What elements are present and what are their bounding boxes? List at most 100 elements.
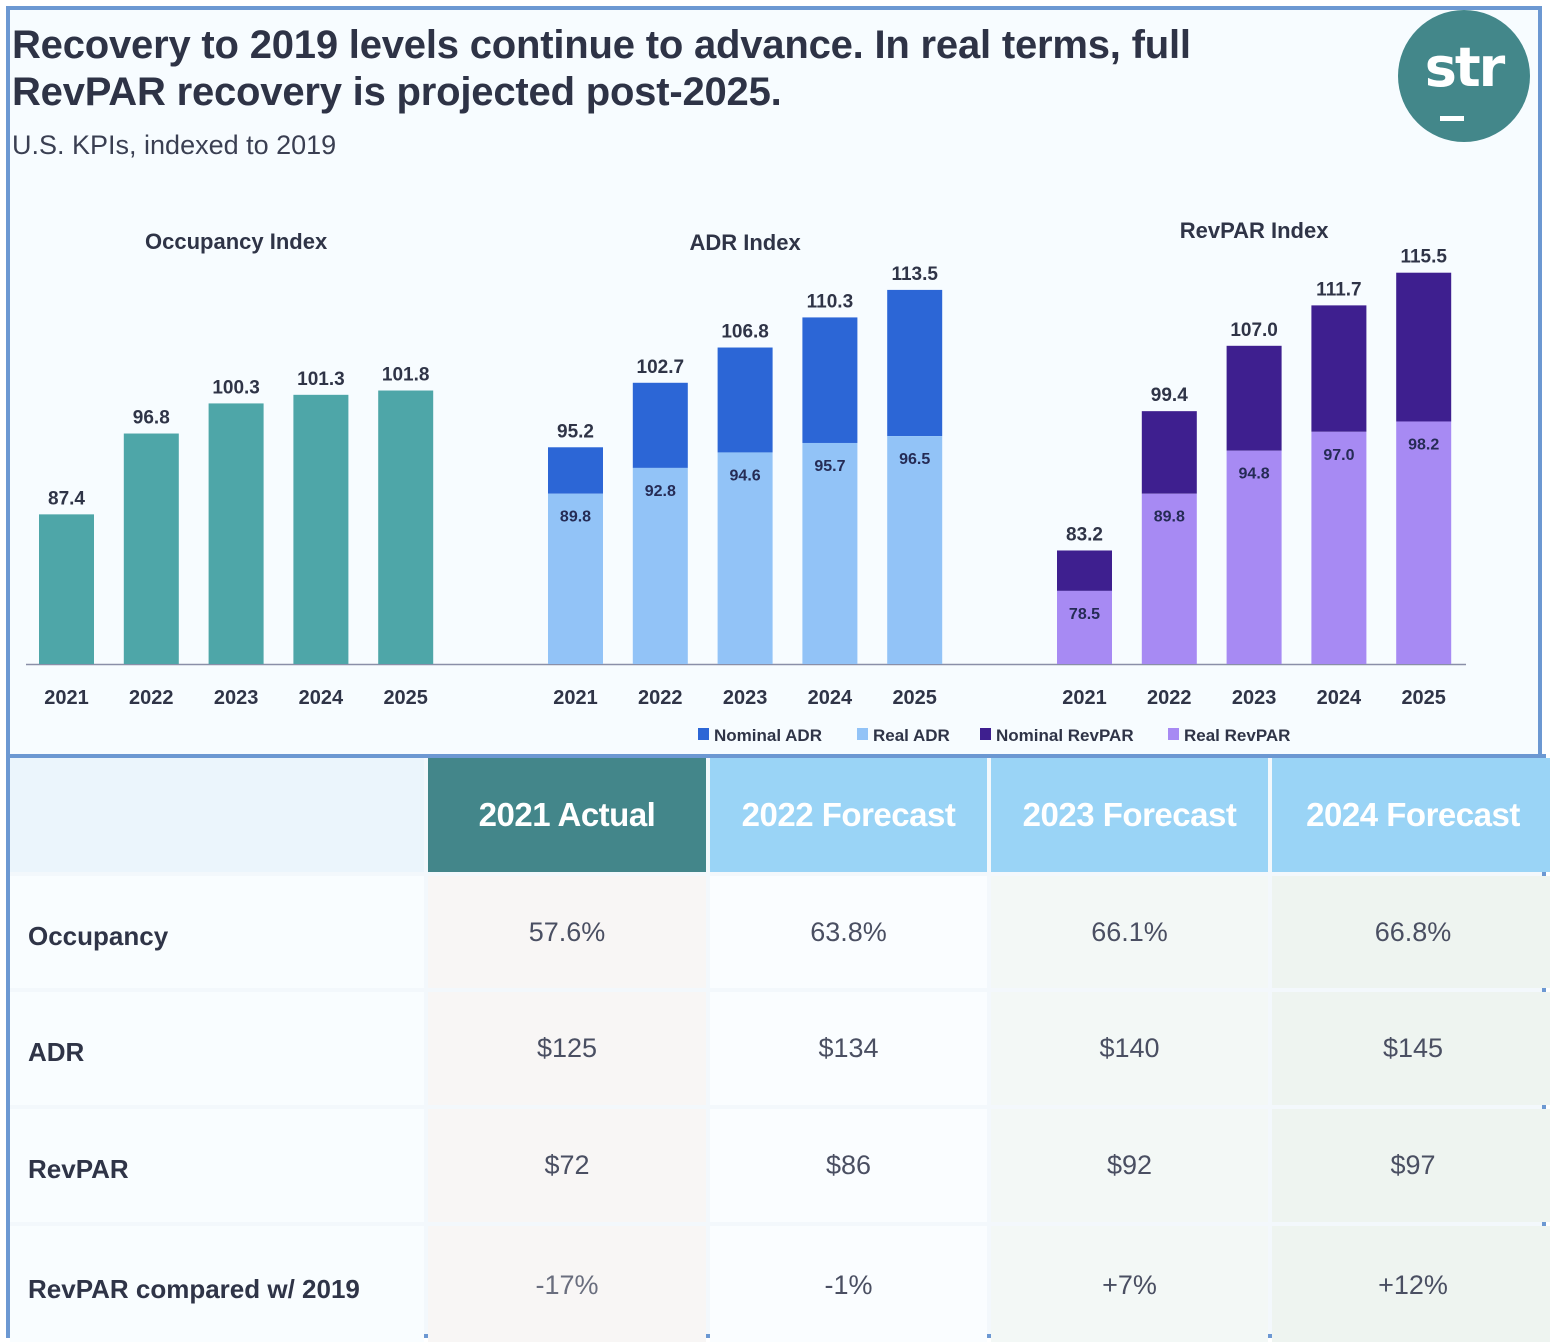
adr-real-bar-2024: [802, 442, 858, 664]
revpar-nominal-value-label-2025: 115.5: [1400, 247, 1447, 268]
table-cell: -1%: [710, 1226, 987, 1342]
revpar-chart-title: RevPAR Index: [1180, 218, 1330, 243]
revpar-real-value-label-2023: 94.8: [1239, 466, 1270, 483]
revpar-real-value-label-2025: 98.2: [1408, 436, 1439, 453]
logo-underline: [1440, 116, 1464, 121]
table-header-blank: [10, 758, 424, 872]
revpar-real-value-label-2022: 89.8: [1154, 509, 1185, 526]
revpar-index-chart: RevPAR Index 83.2 78.5 2021 99.4 89.8 2022 107.…: [1057, 218, 1452, 709]
kpi-table: 2021 Actual 2022 Forecast 2023 Forecast …: [10, 758, 1550, 1342]
page-subtitle: U.S. KPIs, indexed to 2019: [12, 130, 337, 160]
revpar-real-bar-2021: [1057, 590, 1112, 664]
adr-real-value-label-2022: 92.8: [645, 483, 676, 500]
revpar-nominal-value-label-2021: 83.2: [1066, 524, 1103, 545]
table-cell: $134: [710, 992, 987, 1105]
chart-legend: Nominal ADR Real ADR Nominal RevPAR Real Re…: [698, 726, 1290, 745]
table-cell: +12%: [1272, 1226, 1550, 1342]
page-title: Recovery to 2019 levels continue to adva…: [12, 23, 1191, 114]
occupancy-bar-2025: [378, 390, 434, 664]
table-cell: 57.6%: [428, 876, 706, 988]
revpar-real-bar-2022: [1141, 493, 1197, 664]
adr-real-bar-2021: [548, 493, 603, 664]
revpar-real-bar-2023: [1226, 450, 1282, 664]
adr-x-tick-2024: 2024: [808, 687, 853, 709]
column-header-2024-forecast: 2024 Forecast: [1272, 758, 1550, 872]
adr-nominal-value-label-2021: 95.2: [557, 421, 594, 442]
occupancy-x-tick-2025: 2025: [383, 687, 428, 709]
occupancy-bar-2024: [293, 394, 349, 664]
occupancy-x-tick-2022: 2022: [129, 687, 174, 709]
adr-chart-title: ADR Index: [689, 230, 801, 255]
adr-x-tick-2022: 2022: [638, 687, 683, 709]
table-cell: $72: [428, 1109, 706, 1222]
table-cell: $140: [991, 992, 1268, 1105]
str-logo: str: [1398, 10, 1530, 142]
adr-x-tick-2023: 2023: [723, 687, 768, 709]
logo-text: str: [1424, 36, 1506, 99]
adr-nominal-bar-2022: [632, 382, 688, 468]
legend-label-real-adr: Real ADR: [873, 726, 950, 745]
legend-swatch-nominal-adr: [698, 728, 709, 740]
occupancy-value-label-2022: 96.8: [133, 408, 170, 429]
table-cell: $92: [991, 1109, 1268, 1222]
row-label-occupancy: Occupancy: [10, 876, 424, 988]
table-cell: +7%: [991, 1226, 1268, 1342]
adr-nominal-bar-2023: [717, 347, 773, 453]
legend-label-nominal-adr: Nominal ADR: [714, 726, 822, 745]
adr-nominal-value-label-2023: 106.8: [721, 322, 769, 343]
column-header-2023-forecast: 2023 Forecast: [991, 758, 1268, 872]
revpar-real-value-label-2021: 78.5: [1069, 606, 1100, 623]
revpar-nominal-bar-2022: [1141, 411, 1197, 494]
adr-real-value-label-2021: 89.8: [560, 509, 591, 526]
occupancy-value-label-2024: 101.3: [297, 369, 345, 390]
adr-real-value-label-2025: 96.5: [899, 451, 930, 468]
row-label-revpar: RevPAR: [10, 1109, 424, 1222]
table-cell: $125: [428, 992, 706, 1105]
revpar-nominal-value-label-2024: 111.7: [1316, 279, 1361, 300]
adr-nominal-bar-2021: [548, 447, 603, 494]
occupancy-chart-title: Occupancy Index: [145, 229, 328, 254]
occupancy-value-label-2021: 87.4: [48, 488, 85, 509]
adr-nominal-value-label-2024: 110.3: [807, 291, 854, 312]
occupancy-value-label-2025: 101.8: [382, 365, 430, 386]
revpar-nominal-value-label-2022: 99.4: [1151, 385, 1188, 406]
revpar-x-tick-2023: 2023: [1232, 687, 1277, 709]
revpar-real-bar-2025: [1396, 421, 1452, 664]
occupancy-index-chart: Occupancy Index 87.4 2021 96.8 2022 100.3 2023…: [39, 229, 434, 709]
legend-swatch-real-revpar: [1168, 728, 1179, 740]
adr-real-bar-2022: [632, 467, 688, 664]
table-cell: 66.8%: [1272, 876, 1550, 988]
column-header-2021-actual: 2021 Actual: [428, 758, 706, 872]
adr-nominal-bar-2024: [802, 317, 858, 443]
adr-x-tick-2025: 2025: [892, 687, 937, 709]
revpar-nominal-value-label-2023: 107.0: [1230, 320, 1278, 341]
adr-real-bar-2025: [887, 436, 943, 664]
adr-nominal-value-label-2022: 102.7: [637, 357, 685, 378]
occupancy-bar-2023: [208, 403, 264, 664]
table-cell: 66.1%: [991, 876, 1268, 988]
occupancy-value-label-2023: 100.3: [212, 377, 260, 398]
occupancy-x-tick-2021: 2021: [44, 687, 89, 709]
revpar-x-tick-2021: 2021: [1062, 687, 1107, 709]
revpar-nominal-bar-2023: [1226, 345, 1282, 451]
legend-label-nominal-revpar: Nominal RevPAR: [996, 726, 1134, 745]
revpar-nominal-bar-2024: [1311, 305, 1367, 432]
occupancy-x-tick-2024: 2024: [299, 687, 344, 709]
table-cell: $145: [1272, 992, 1550, 1105]
adr-nominal-value-label-2025: 113.5: [891, 264, 938, 285]
row-label-revpar-vs-2019: RevPAR compared w/ 2019: [10, 1226, 424, 1342]
adr-x-tick-2021: 2021: [553, 687, 598, 709]
row-label-adr: ADR: [10, 992, 424, 1105]
revpar-x-tick-2022: 2022: [1147, 687, 1192, 709]
revpar-real-bar-2024: [1311, 431, 1367, 664]
adr-index-chart: ADR Index 95.2 89.8 2021 102.7 92.8 2022 106.8 9…: [548, 230, 943, 709]
occupancy-x-tick-2023: 2023: [214, 687, 259, 709]
legend-label-real-revpar: Real RevPAR: [1184, 726, 1290, 745]
table-cell: $86: [710, 1109, 987, 1222]
legend-swatch-real-adr: [857, 728, 868, 740]
adr-real-value-label-2023: 94.6: [730, 467, 761, 484]
revpar-x-tick-2025: 2025: [1401, 687, 1446, 709]
table-cell: 63.8%: [710, 876, 987, 988]
kpi-table-panel: 2021 Actual 2022 Forecast 2023 Forecast …: [6, 754, 1550, 1342]
revpar-nominal-bar-2021: [1057, 550, 1112, 591]
